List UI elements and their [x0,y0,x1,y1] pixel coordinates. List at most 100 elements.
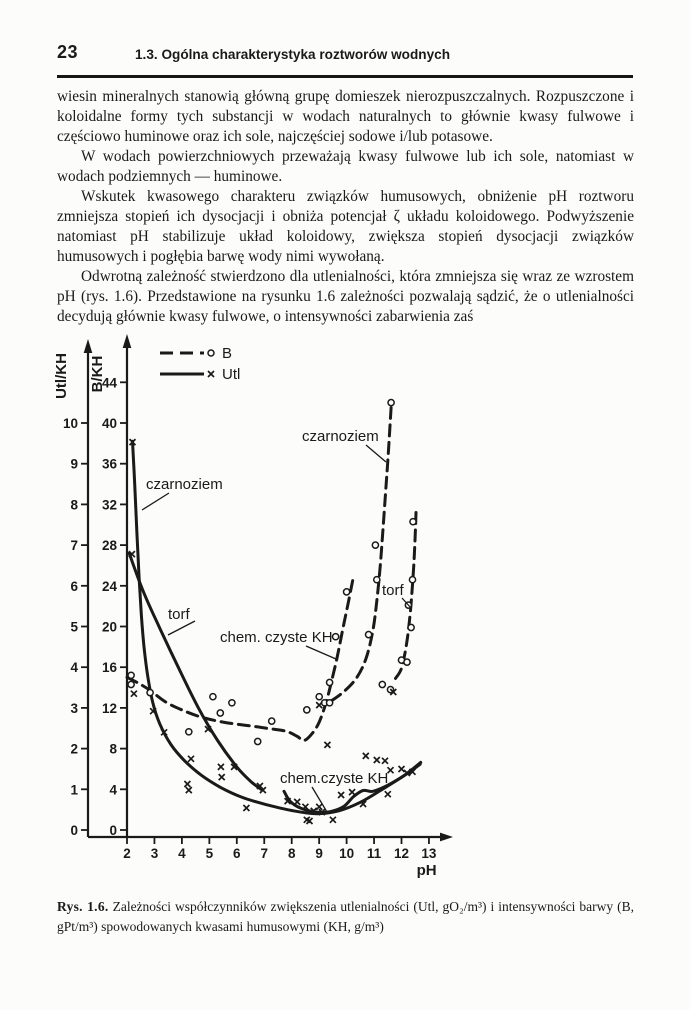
x-tick-label: 6 [233,846,241,861]
y-tick-label-b: 36 [102,457,118,472]
x-marker [183,780,192,788]
x-marker [301,803,310,811]
x-tick-label: 8 [288,846,296,861]
header-title: 1.3. Ogólna charakterystyka roztworów wo… [135,47,451,62]
y-axis-title-b: B/KH [89,356,106,393]
legend-label: B [222,345,232,362]
y-tick-label-b: 8 [109,742,117,757]
x-marker [362,752,370,760]
x-marker [315,803,323,811]
paragraph: wiesin mineralnych stanowią główną grupę… [57,88,634,145]
series-1-curve [127,551,263,791]
circle-marker [228,698,236,707]
y-tick-label-utl: 3 [70,701,78,716]
x-axis-title: pH [417,862,437,879]
x-marker [381,757,389,765]
circle-marker [325,698,334,707]
y-tick-label-b: 32 [102,497,117,512]
axis-arrows [83,334,453,842]
chart-svg: 2 3 4 5 6 7 8 9 10 11 12 13012345678910048121620242… [53,334,453,879]
annotation-pointer [305,645,337,660]
x-marker [185,786,193,794]
annotation-label: czarnoziem [302,428,379,445]
x-tick-label: 9 [315,846,323,861]
annotation-label: chem.czyste KH [280,770,388,787]
tick-labels: 2 3 4 5 6 7 8 9 10 11 12 13012345678910048121620242… [63,375,437,861]
scatter-x [128,438,417,825]
x-tick-label: 13 [421,846,437,861]
x-marker [230,763,238,771]
annotation-pointer [141,492,170,511]
y-tick-label-utl: 10 [63,416,78,431]
circle-marker [127,680,135,689]
circle-marker [364,630,373,639]
circle-marker [409,517,417,526]
y-tick-label-b: 20 [102,620,117,635]
circle-marker [209,692,217,701]
series-4-curve [330,406,393,703]
x-marker [386,766,395,774]
circle-marker [325,678,334,687]
paragraph: Wskutek kwasowego charakteru związków hu… [57,188,634,265]
y-tick-label-utl: 1 [70,782,78,797]
x-tick-label: 5 [206,846,214,861]
y-tick-label-b: 12 [102,701,117,716]
x-marker [318,808,326,816]
circle-marker [146,688,154,697]
x-marker [283,797,292,805]
x-marker [160,728,168,736]
x-marker [310,807,318,815]
y-tick-label-b: 40 [102,416,117,431]
x-marker [305,817,314,825]
x-marker [397,765,406,773]
y-tick-label-utl: 6 [70,579,78,594]
x-marker [242,804,251,812]
y-tick-label-utl: 0 [70,823,78,838]
page-header: 23 1.3. Ogólna charakterystyka roztworów… [57,42,633,72]
annotation-pointer [401,597,412,609]
x-marker [359,800,367,808]
y-tick-label-b: 4 [109,782,117,797]
x-tick-label: 2 [123,846,131,861]
scatter-circle [127,398,417,746]
annotation-pointer [311,786,328,813]
series-0-curve [131,439,423,816]
figure-caption: Rys. 1.6. Zależności współczynników zwię… [57,897,634,936]
circle-marker [342,588,351,596]
y-axis-b-arrow [122,334,132,348]
paragraph: W wodach powierzchniowych przeważają kwa… [57,148,634,185]
circle-marker [407,623,415,632]
x-marker [403,769,411,777]
x-tick-label: 10 [339,846,354,861]
y-tick-label-utl: 4 [70,660,78,675]
x-marker [337,791,345,799]
y-axis-title-utl: Utl/KH [53,353,70,399]
legend-circle-marker [207,349,215,357]
annotation-label: torf [168,606,191,623]
figure-chart: 2 3 4 5 6 7 8 9 10 11 12 13 0 1 2 3 4 5 6 7 8 9 10 0 4 8 12 16 20 24 2… [0,330,690,895]
circle-marker [378,680,387,689]
y-tick-label-b: 24 [102,579,118,594]
y-tick-label-utl: 9 [70,457,78,472]
x-marker [329,816,337,824]
x-marker [218,773,226,781]
y-tick-label-b: 16 [102,660,118,675]
caption-text: Zależności współczynników zwiększenia ut… [57,899,635,934]
circle-marker [403,658,411,666]
y-tick-label-utl: 5 [70,620,78,635]
circle-marker [408,575,417,584]
x-marker [384,790,392,798]
caption-label: Rys. 1.6. [57,899,109,914]
circle-marker [216,709,225,717]
circle-marker [387,398,395,407]
series-2-curve [282,762,422,814]
x-marker [149,707,157,715]
x-marker [259,786,267,794]
circle-marker [331,632,340,641]
circle-marker [315,692,324,701]
x-marker [128,438,137,446]
y-tick-label-b: 28 [102,538,118,553]
x-tick-label: 7 [260,846,268,861]
x-marker [315,701,323,709]
